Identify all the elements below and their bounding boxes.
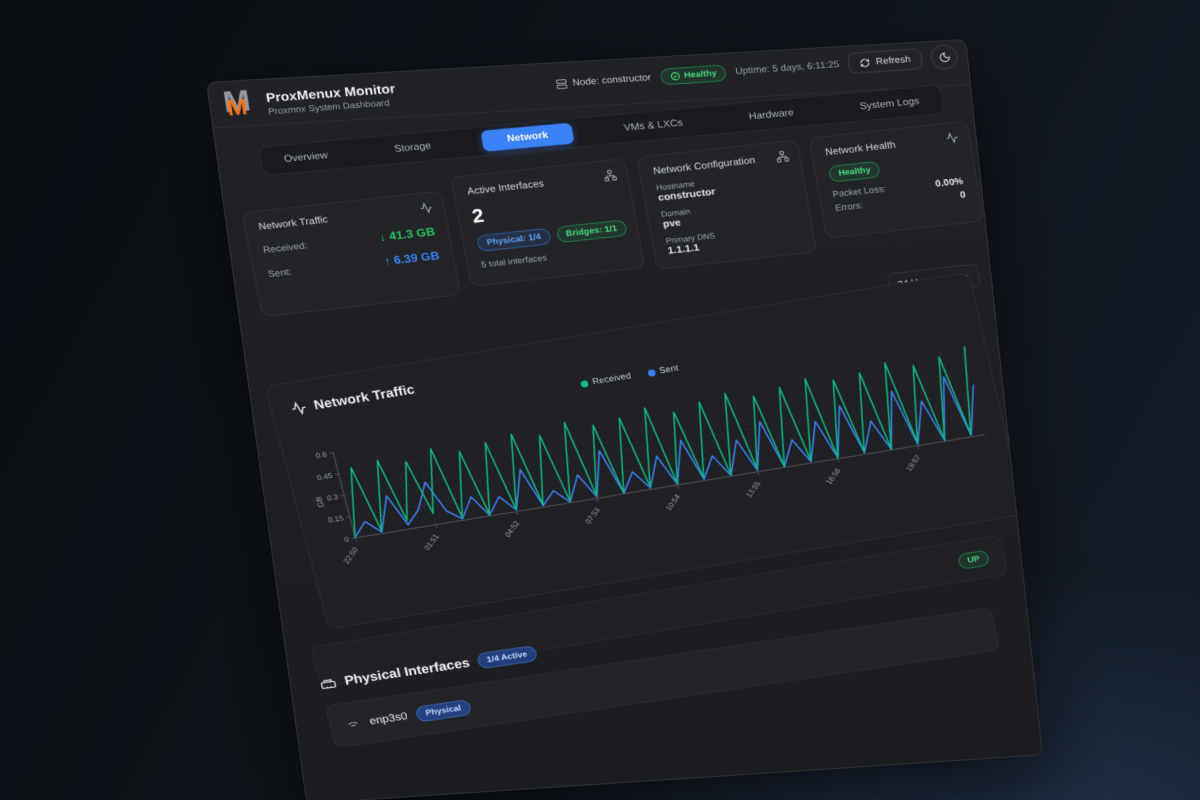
node-label: Node: constructor [571,72,652,89]
brand: M M ProxMenux Monitor Proxmox System Das… [221,79,399,123]
sent-dot [646,368,656,377]
up-status-badge: UP [956,549,991,570]
errors-value: 0 [959,189,967,201]
interface-name: enp3s0 [368,709,409,728]
node-indicator: Node: constructor [555,72,652,90]
network-icon [775,150,790,163]
tab-hardware[interactable]: Hardware [748,107,795,123]
sent-value: ↑ 6.39 GB [383,248,441,268]
svg-text:0.45: 0.45 [316,471,334,482]
ethernet-port-icon [318,675,338,692]
network-traffic-chart-card: Network Traffic Received Sent 0 0.15 0.3 0.… [264,271,1025,630]
received-label: Received: [262,240,309,256]
refresh-button[interactable]: Refresh [847,48,924,75]
network-configuration-card: Network Configuration Hostname construct… [636,139,818,270]
check-circle-icon [669,71,681,81]
health-status-badge: Healthy [827,160,882,183]
theme-toggle-button[interactable] [929,43,959,71]
active-interfaces-card: Active Interfaces 2 Physical: 1/4 Bridge… [450,158,646,287]
tab-vms-lxcs[interactable]: VMs & LXCs [623,117,684,134]
svg-text:04:52: 04:52 [503,519,521,538]
physical-count-badge: Physical: 1/4 [475,227,552,253]
svg-text:16:56: 16:56 [824,466,843,486]
server-icon [555,78,569,90]
svg-text:22:50: 22:50 [342,545,361,565]
errors-label: Errors: [834,200,864,214]
svg-text:0.3: 0.3 [326,493,340,503]
network-traffic-card: Network Traffic Received: ↓ 41.3 GB Sent:… [241,190,462,318]
svg-text:07:53: 07:53 [584,506,603,526]
svg-text:0.15: 0.15 [327,514,345,525]
svg-text:01:51: 01:51 [422,533,440,552]
svg-text:10:54: 10:54 [664,493,683,513]
moon-icon [937,51,951,63]
wifi-icon [344,716,362,731]
sent-label: Sent: [267,266,293,280]
network-health-card: Network Health Healthy Packet Loss: 0.00%… [808,120,985,239]
svg-text:13:55: 13:55 [744,479,763,499]
tab-system-logs[interactable]: System Logs [859,96,921,112]
svg-text:19:57: 19:57 [904,454,922,473]
network-icon [602,169,617,182]
legend-sent: Sent [646,364,680,378]
health-badge: Healthy [659,63,728,86]
packet-loss-value: 0.00% [934,175,964,190]
svg-text:GB: GB [313,495,326,508]
tab-storage[interactable]: Storage [393,140,432,155]
interface-type-badge: Physical [414,698,472,723]
received-value: ↓ 41.3 GB [378,224,436,244]
legend-received: Received [579,371,632,388]
tab-network[interactable]: Network [480,122,575,152]
logo-letter-orange: M [225,95,248,121]
activity-icon [419,201,434,214]
bridges-count-badge: Bridges: 1/1 [555,219,628,244]
activity-icon [289,400,308,417]
brand-text: ProxMenux Monitor Proxmox System Dashboa… [265,82,398,117]
dashboard-panel: M M ProxMenux Monitor Proxmox System Das… [206,38,1044,800]
refresh-icon [859,57,871,67]
proxmenux-logo: M M [221,84,261,123]
tab-overview[interactable]: Overview [283,150,329,165]
activity-icon [944,131,959,144]
received-dot [579,379,589,388]
svg-text:0.6: 0.6 [315,450,329,460]
traffic-chart: 0 0.15 0.3 0.45 0.6 GB 22:50 01:51 04:52 07:53 10:… [313,342,1005,565]
uptime-label: Uptime: 5 days, 6:11:25 [734,59,840,77]
svg-text:0: 0 [344,535,351,544]
